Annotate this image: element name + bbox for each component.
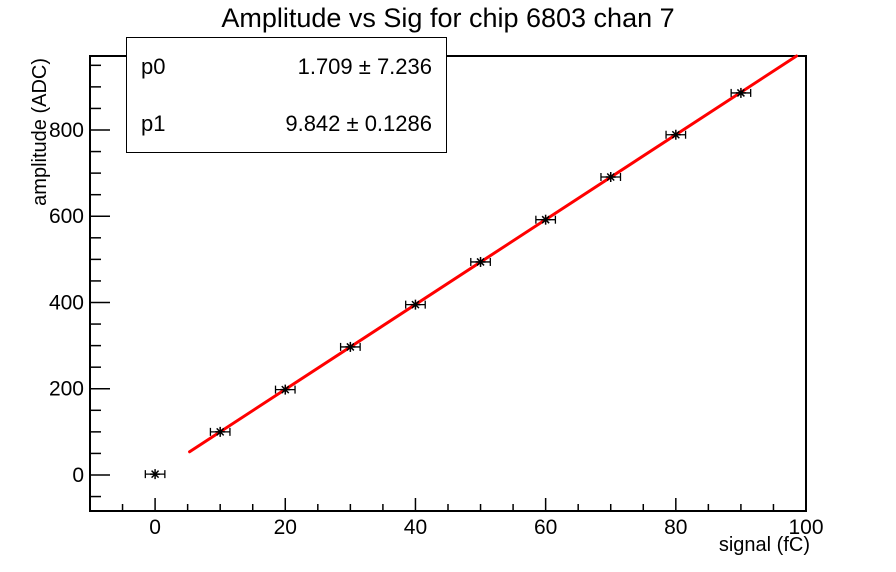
star-marker-icon — [605, 172, 616, 183]
x-tick-label: 80 — [664, 516, 687, 539]
data-point — [274, 384, 296, 395]
stats-row-p0: p0 1.709 ± 7.236 — [127, 38, 446, 95]
plot-title: Amplitude vs Sig for chip 6803 chan 7 — [221, 3, 675, 33]
y-tick-label: 200 — [49, 378, 84, 401]
stat-param-value: 1.709 ± 7.236 — [297, 53, 432, 79]
star-marker-icon — [215, 426, 226, 437]
stat-param-name: p1 — [141, 110, 166, 136]
stats-row-p1: p1 9.842 ± 0.1286 — [127, 95, 446, 152]
star-marker-icon — [345, 341, 356, 352]
data-point — [144, 469, 166, 480]
star-marker-icon — [475, 256, 486, 267]
y-tick-label: 400 — [49, 291, 84, 314]
star-marker-icon — [150, 469, 161, 480]
stat-param-name: p0 — [141, 53, 166, 79]
stat-param-value: 9.842 ± 0.1286 — [285, 110, 432, 136]
data-point — [339, 341, 361, 352]
star-marker-icon — [410, 299, 421, 310]
star-marker-icon — [280, 384, 291, 395]
fit-stats-box: p0 1.709 ± 7.236 p1 9.842 ± 0.1286 — [126, 37, 447, 153]
x-axis-title: signal (fC) — [719, 534, 810, 556]
data-point — [470, 256, 491, 267]
x-tick-label: 60 — [534, 516, 557, 539]
x-tick-label: 20 — [274, 516, 297, 539]
data-point — [600, 172, 622, 183]
fit-line — [188, 54, 799, 454]
star-marker-icon — [735, 87, 746, 98]
star-marker-icon — [540, 214, 551, 225]
star-marker-icon — [670, 129, 681, 140]
data-point — [730, 87, 752, 98]
y-tick-label: 800 — [49, 119, 84, 142]
data-point — [405, 299, 426, 310]
data-point — [665, 129, 687, 140]
x-tick-label: 40 — [404, 516, 427, 539]
y-tick-label: 0 — [72, 464, 84, 487]
y-axis-title: amplitude (ADC) — [29, 58, 51, 206]
y-tick-label: 600 — [49, 205, 84, 228]
data-point — [209, 426, 231, 437]
x-tick-label: 100 — [788, 516, 823, 539]
data-point — [535, 214, 557, 225]
x-tick-label: 0 — [149, 516, 161, 539]
